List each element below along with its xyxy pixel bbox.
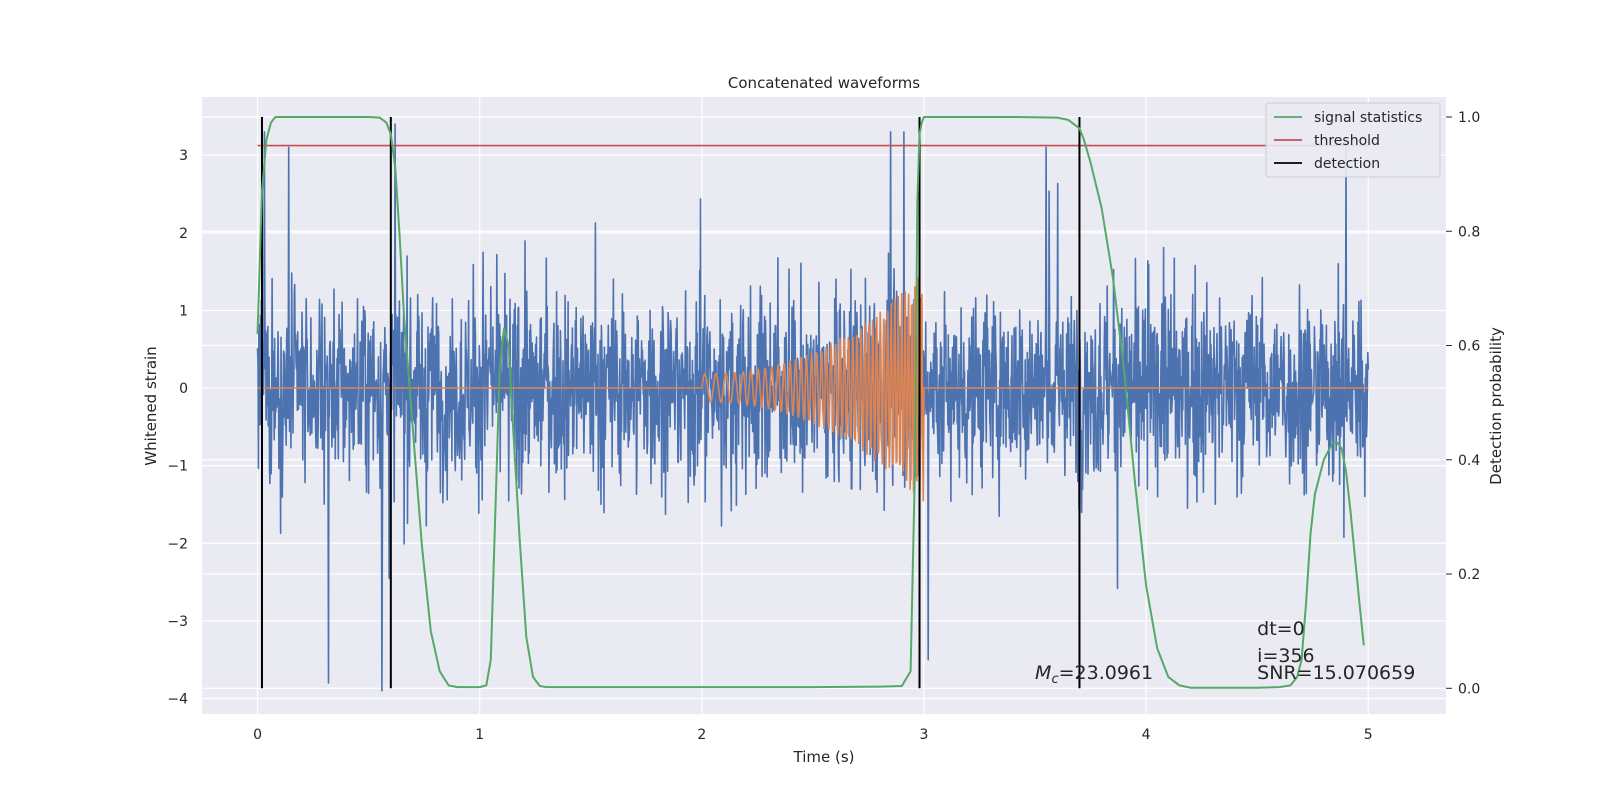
x-tick-label: 1: [475, 727, 484, 743]
y-left-tick-label: 3: [179, 148, 188, 164]
y-left-tick-label: −2: [167, 536, 188, 552]
legend-label-detection: detection: [1314, 156, 1380, 172]
y-axis-label-left: Whitened strain: [142, 346, 160, 465]
annotation-2: i=356: [1257, 645, 1314, 667]
y-right-tick-label: 0.0: [1458, 681, 1480, 697]
y-right-tick-label: 0.6: [1458, 339, 1480, 355]
y-left-tick-label: 2: [179, 226, 188, 242]
legend-label-threshold: threshold: [1314, 133, 1380, 149]
y-axis-label-right: Detection probability: [1487, 327, 1505, 485]
annotation-1: dt=0: [1257, 618, 1305, 640]
y-left-tick-label: 0: [179, 381, 188, 397]
x-tick-label: 0: [253, 727, 262, 743]
y-left-tick-label: −1: [167, 459, 188, 475]
y-left-tick-label: −3: [167, 614, 188, 630]
template-series: [257, 277, 1369, 502]
y-right-tick-label: 0.2: [1458, 567, 1480, 583]
x-axis-label: Time (s): [793, 748, 855, 766]
signal-statistics-line: [256, 116, 1365, 689]
y-right-tick-label: 1.0: [1458, 110, 1480, 126]
x-tick-label: 2: [697, 727, 706, 743]
signal-statistics-series: [256, 116, 1365, 689]
x-tick-label: 4: [1142, 727, 1151, 743]
legend-box: [1265, 102, 1441, 178]
tick-labels: 0 1 2 3 4 5 −4 −3 −2 −1 0 1 2 3 0.0 0.2 0.4 0.6 0.8 1.0: [167, 110, 1480, 743]
strain-series: [256, 123, 1370, 692]
y-left-tick-label: 1: [179, 303, 188, 319]
strain-line: [256, 123, 1370, 692]
annotation-0: Mc=23.0961: [1035, 662, 1153, 687]
legend-label-signal-statistics: signal statistics: [1314, 110, 1422, 126]
chart-title: Concatenated waveforms: [728, 74, 920, 92]
template-line: [257, 277, 1369, 502]
legend: signal statistics threshold detection: [1265, 102, 1441, 178]
x-tick-label: 5: [1364, 727, 1373, 743]
annotation-3: SNR=15.070659: [1257, 662, 1415, 684]
y-right-tick-label: 0.8: [1458, 224, 1480, 240]
x-tick-label: 3: [920, 727, 929, 743]
y-left-tick-label: −4: [167, 691, 188, 707]
y-right-tick-label: 0.4: [1458, 453, 1480, 469]
